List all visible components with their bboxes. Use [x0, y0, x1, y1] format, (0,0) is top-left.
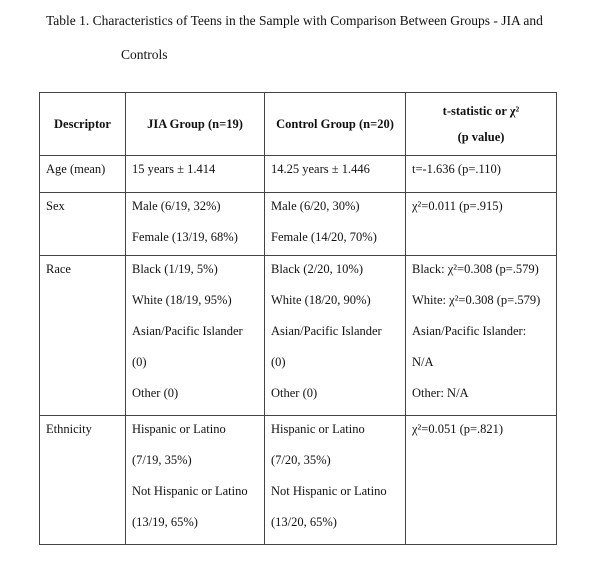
- cell-line: Black (2/20, 10%): [271, 262, 363, 276]
- cell-line: t=-1.636 (p=.110): [412, 162, 501, 176]
- header-row: Descriptor JIA Group (n=19) Control Group …: [39, 92, 557, 156]
- cell-line: Descriptor: [54, 117, 111, 131]
- cell-line: Male (6/20, 30%): [271, 199, 360, 213]
- cell-line: White (18/19, 95%): [132, 293, 232, 307]
- table-cell: Sex: [39, 192, 126, 256]
- cell-line: Age (mean): [46, 162, 106, 176]
- cell-line: Male (6/19, 32%): [132, 199, 221, 213]
- table-cell: Black (1/19, 5%) White (18/19, 95%) Asian/…: [125, 255, 265, 416]
- table-cell: Ethnicity: [39, 415, 126, 545]
- table-cell: χ²=0.051 (p=.821): [405, 415, 557, 545]
- cell-line: t-statistic or χ²: [442, 104, 520, 118]
- table-cell: 15 years ± 1.414: [125, 155, 265, 193]
- table-row: Race Black (1/19, 5%) White (18/19, 95%) As…: [39, 255, 557, 416]
- header-cell: JIA Group (n=19): [125, 92, 265, 156]
- cell-line: 15 years ± 1.414: [132, 162, 216, 176]
- cell-line: Hispanic or Latino: [132, 422, 226, 436]
- cell-line: (7/19, 35%): [132, 453, 192, 467]
- cell-line: Black (1/19, 5%): [132, 262, 218, 276]
- cell-line: (7/20, 35%): [271, 453, 331, 467]
- table: Descriptor JIA Group (n=19) Control Group …: [39, 92, 557, 545]
- cell-line: Asian/Pacific Islander: [132, 324, 243, 338]
- cell-line: Female (14/20, 70%): [271, 230, 377, 244]
- cell-line: (p value): [457, 130, 505, 144]
- cell-line: Sex: [46, 199, 65, 213]
- cell-line: χ²=0.051 (p=.821): [412, 422, 504, 436]
- cell-line: Black: χ²=0.308 (p=.579): [412, 262, 539, 276]
- cell-line: Race: [46, 262, 71, 276]
- cell-line: White (18/20, 90%): [271, 293, 371, 307]
- cell-line: Other (0): [132, 386, 179, 400]
- table-row: Sex Male (6/19, 32%) Female (13/19, 68%) Ma…: [39, 192, 557, 256]
- title: Controls: [121, 47, 168, 62]
- cell-line: (0): [271, 355, 286, 369]
- table-cell: Black: χ²=0.308 (p=.579) White: χ²=0.308 …: [405, 255, 557, 416]
- table-cell: 14.25 years ± 1.446: [264, 155, 406, 193]
- cell-line: White: χ²=0.308 (p=.579): [412, 293, 541, 307]
- header-cell: Descriptor: [39, 92, 126, 156]
- cell-line: Not Hispanic or Latino: [132, 484, 248, 498]
- cell-line: (13/19, 65%): [132, 515, 198, 529]
- cell-line: Other (0): [271, 386, 318, 400]
- table-cell: Hispanic or Latino (7/20, 35%) Not Hispani…: [264, 415, 406, 545]
- table-row: Age (mean) 15 years ± 1.414 14.25 years ± …: [39, 155, 557, 193]
- cell-line: Control Group (n=20): [276, 117, 394, 131]
- table-cell: Black (2/20, 10%) White (18/20, 90%) Asian…: [264, 255, 406, 416]
- cell-line: Hispanic or Latino: [271, 422, 365, 436]
- table-cell: Male (6/19, 32%) Female (13/19, 68%): [125, 192, 265, 256]
- cell-line: Asian/Pacific Islander:: [412, 324, 527, 338]
- cell-line: 14.25 years ± 1.446: [271, 162, 370, 176]
- cell-line: N/A: [412, 355, 434, 369]
- cell-line: Female (13/19, 68%): [132, 230, 238, 244]
- cell-line: Asian/Pacific Islander: [271, 324, 382, 338]
- cell-line: (0): [132, 355, 147, 369]
- cell-line: JIA Group (n=19): [147, 117, 243, 131]
- cell-line: Not Hispanic or Latino: [271, 484, 387, 498]
- table-cell: t=-1.636 (p=.110): [405, 155, 557, 193]
- table-cell: χ²=0.011 (p=.915): [405, 192, 557, 256]
- header-cell: Control Group (n=20): [264, 92, 406, 156]
- table-cell: Hispanic or Latino (7/19, 35%) Not Hispani…: [125, 415, 265, 545]
- table-body: Age (mean) 15 years ± 1.414 14.25 years ± …: [39, 155, 557, 545]
- header-cell: t-statistic or χ² (p value): [405, 92, 557, 156]
- table-cell: Race: [39, 255, 126, 416]
- table-cell: Age (mean): [39, 155, 126, 193]
- title: Table 1. Characteristics of Teens in the…: [46, 13, 543, 28]
- table-row: Ethnicity Hispanic or Latino (7/19, 35%) No…: [39, 415, 557, 545]
- cell-line: Ethnicity: [46, 422, 92, 436]
- cell-line: (13/20, 65%): [271, 515, 337, 529]
- cell-line: χ²=0.011 (p=.915): [412, 199, 503, 213]
- cell-line: Other: N/A: [412, 386, 469, 400]
- table-cell: Male (6/20, 30%) Female (14/20, 70%): [264, 192, 406, 256]
